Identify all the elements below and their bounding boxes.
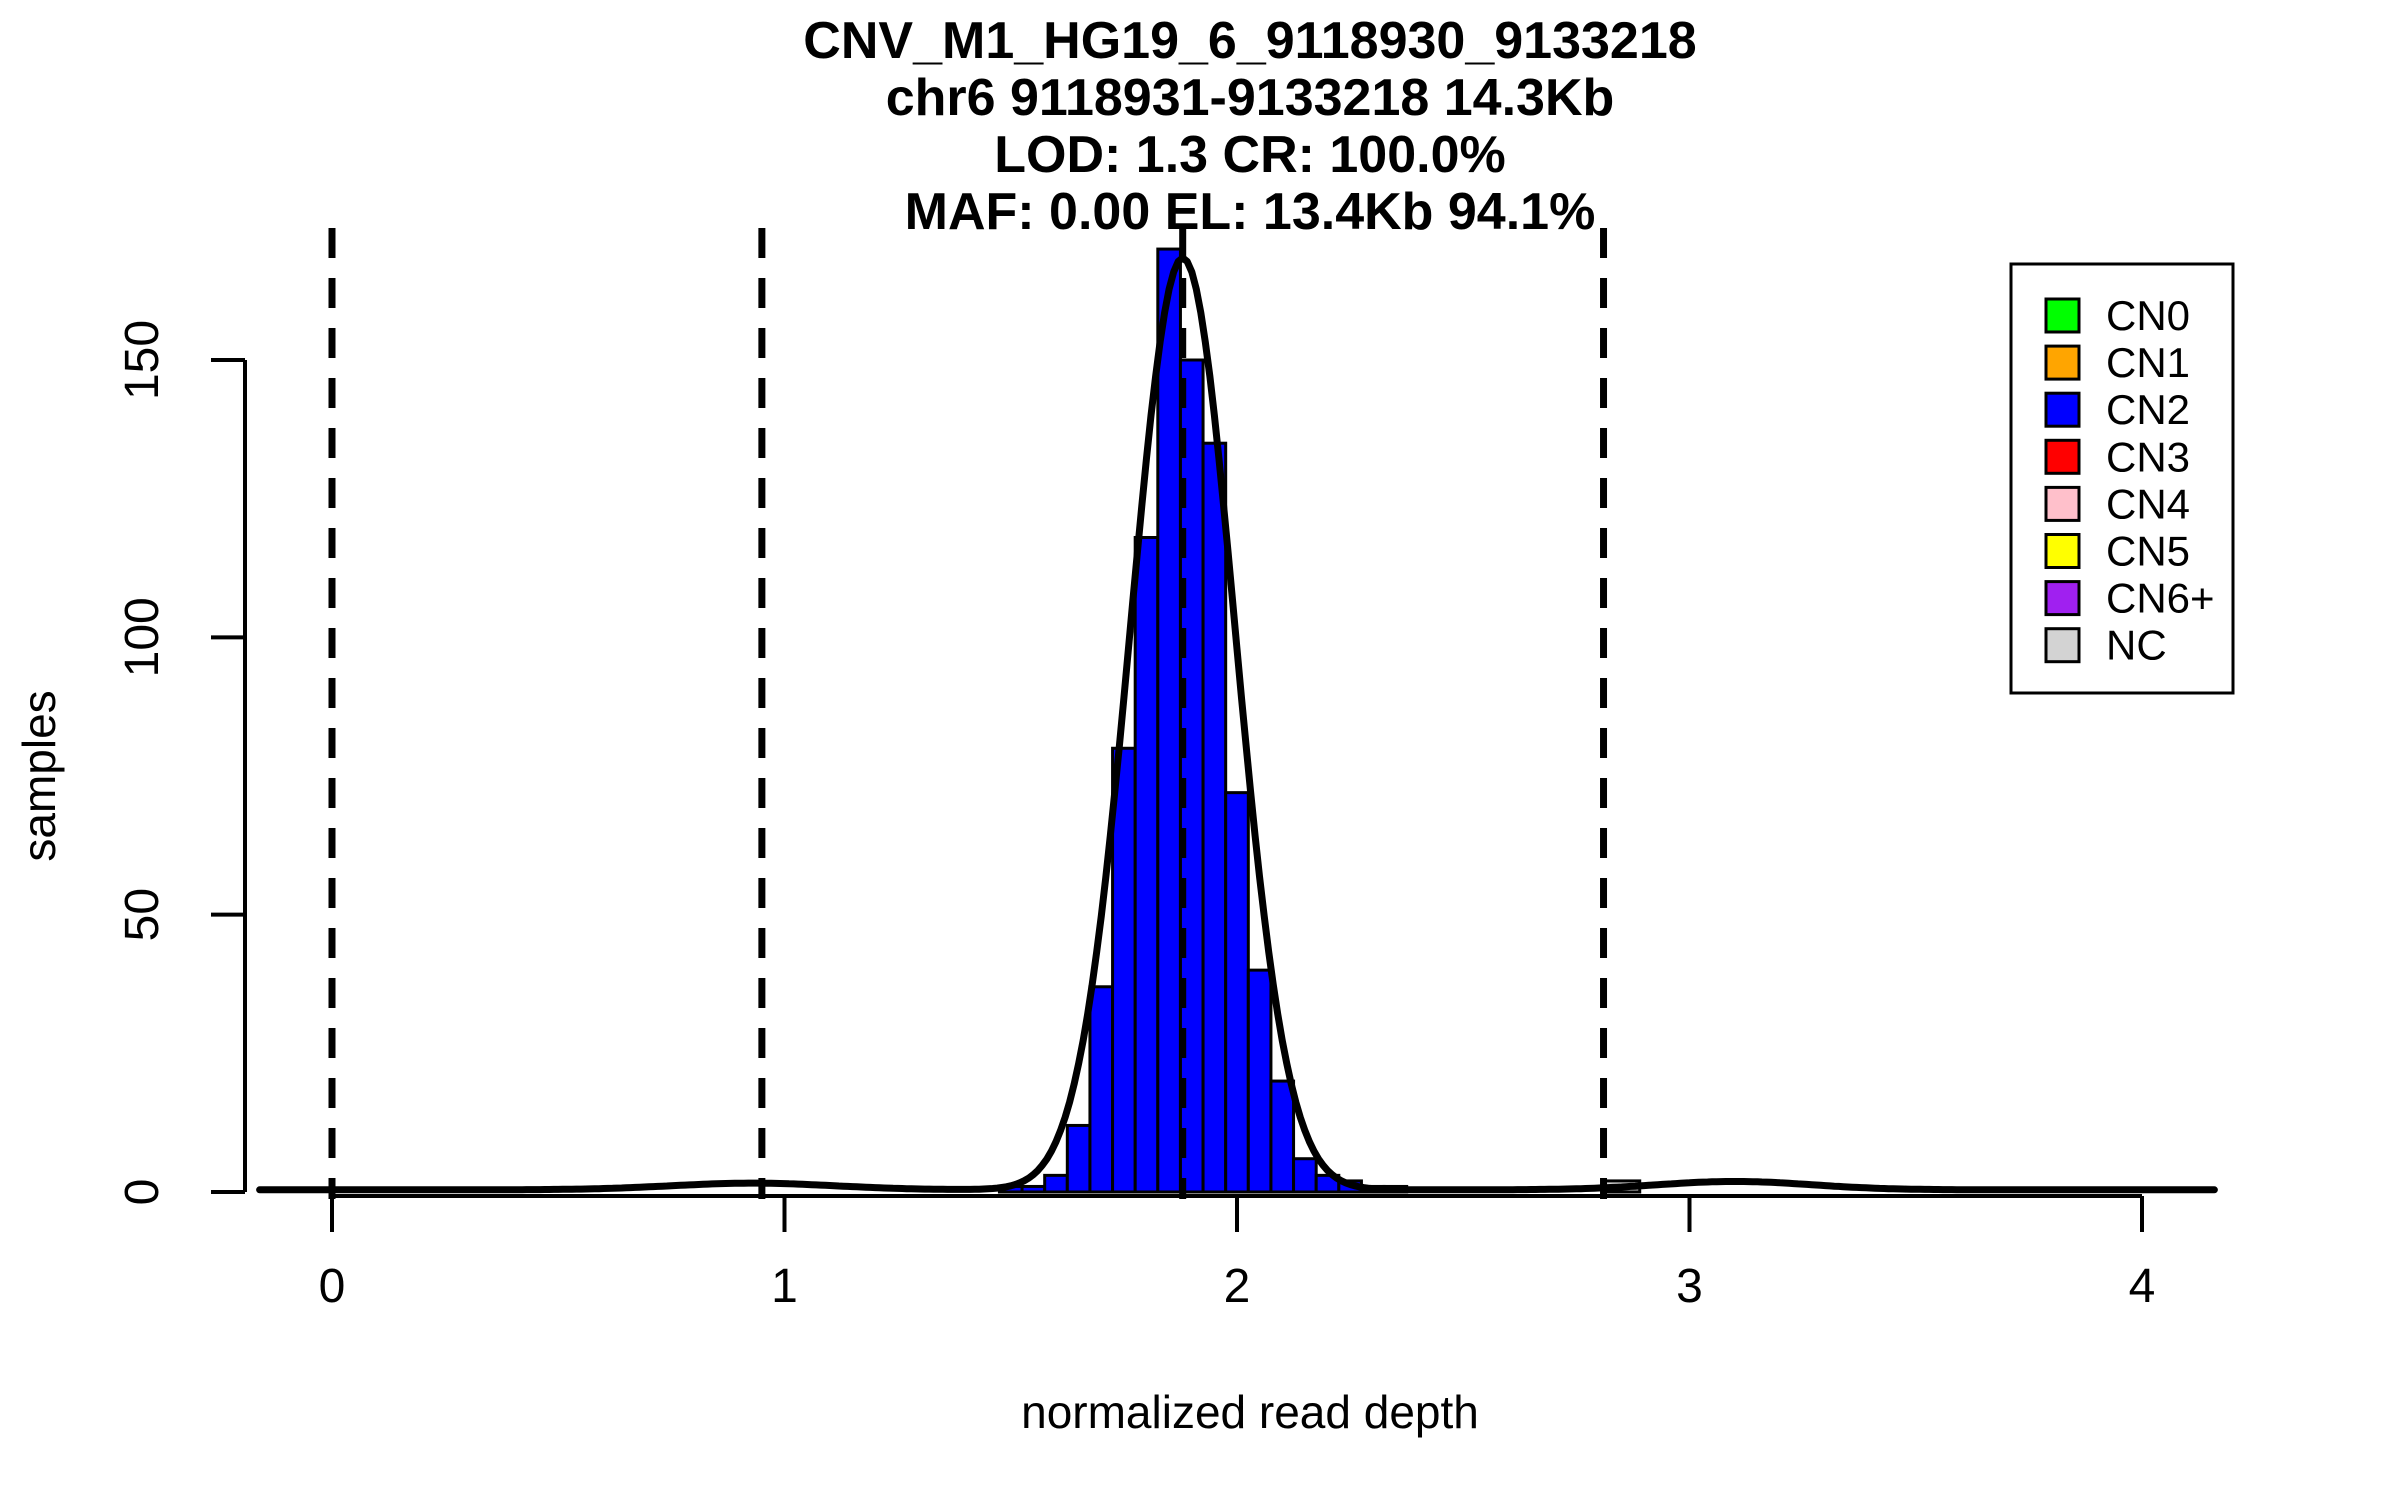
histogram-bars-layer [997,247,1642,1194]
legend-swatch-cn2 [2044,391,2081,428]
legend-box [2009,262,2235,695]
legend-label: CN0 [2106,292,2190,339]
legend-swatch-cn0 [2044,297,2081,334]
histogram-bar [1156,247,1182,1194]
histogram-bar [1020,1184,1047,1194]
legend-label: CN6+ [2106,575,2215,622]
x-axis-title: normalized read depth [1021,1386,1479,1438]
density-curve [256,254,2218,1194]
histogram-bar [1043,1173,1069,1194]
legend-label: CN3 [2106,433,2190,480]
axes-layer: 0 50 100 150 0 1 2 3 4 [116,320,2155,1313]
legend-swatch-cn1 [2044,344,2081,381]
y-tick-label: 50 [116,888,169,941]
legend-swatch-cn5 [2044,533,2081,569]
histogram-bar [1246,968,1273,1194]
legend-label: CN1 [2106,339,2190,386]
y-tick-label: 100 [116,597,169,677]
density-curve-layer [256,254,2218,1194]
legend-label: NC [2106,622,2167,669]
title-line-3: LOD: 1.3 CR: 100.0% [994,126,1506,184]
x-tick-label: 2 [1224,1260,1251,1313]
legend-label: CN5 [2106,528,2190,575]
title-line-1: CNV_M1_HG19_6_9118930_9133218 [803,12,1696,70]
dashed-vlines-layer [328,228,1608,1199]
legend-swatch-nc [2044,627,2081,664]
title-line-2: chr6 9118931-9133218 14.3Kb [886,69,1615,127]
x-tick-label: 4 [2129,1260,2156,1313]
legend-label: CN4 [2106,480,2190,527]
legend-swatch-cn3 [2044,438,2081,475]
x-tick-label: 0 [319,1260,346,1313]
x-tick-label: 3 [1676,1260,1703,1313]
histogram-bar [1224,791,1250,1194]
y-tick-label: 150 [116,320,169,400]
histogram-bar [1133,535,1160,1194]
legend-swatch-cn4 [2044,485,2081,522]
legend-swatch-cn6plus [2044,580,2081,617]
y-tick-label: 0 [116,1179,169,1206]
legend-label: CN2 [2106,386,2190,433]
x-tick-label: 1 [771,1260,798,1313]
histogram-bar [1269,1079,1296,1194]
histogram-bar [1065,1123,1092,1194]
y-axis-title: samples [13,690,65,861]
histogram-bar [1088,985,1115,1194]
chart-titles: CNV_M1_HG19_6_9118930_9133218 chr6 91189… [803,12,1696,241]
histogram-bar [1292,1157,1318,1194]
histogram-bar [1201,441,1228,1194]
title-line-4: MAF: 0.00 EL: 13.4Kb 94.1% [905,183,1596,241]
